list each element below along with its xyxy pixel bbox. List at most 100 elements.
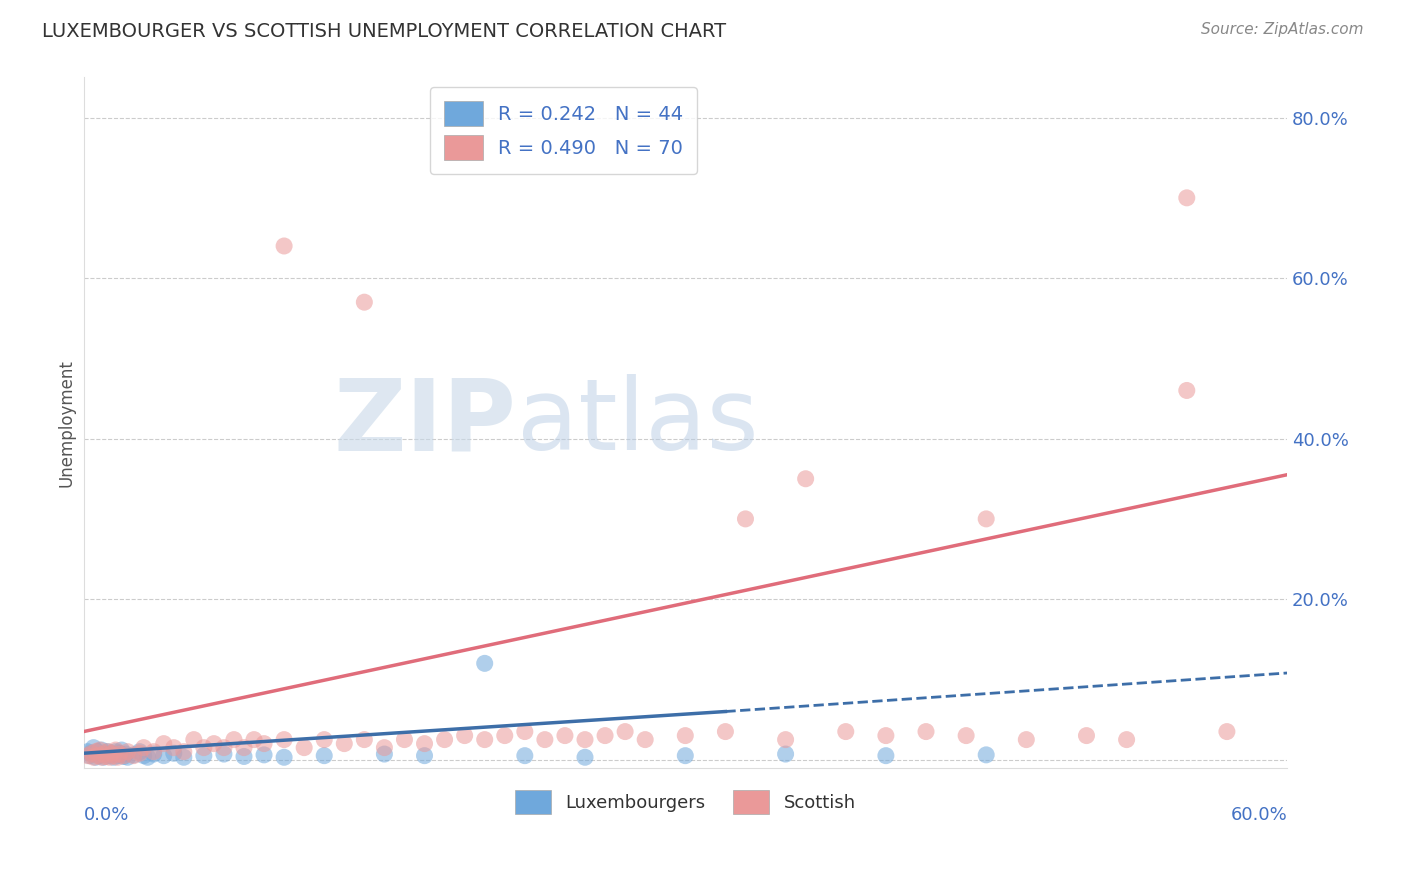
Point [253, 747, 276, 762]
Text: LUXEMBOURGER VS SCOTTISH UNEMPLOYMENT CORRELATION CHART: LUXEMBOURGER VS SCOTTISH UNEMPLOYMENT CO… [42, 22, 727, 41]
Point [193, 748, 215, 763]
Point [513, 724, 536, 739]
Point [875, 729, 897, 743]
Point [117, 745, 139, 759]
Point [875, 748, 897, 763]
Point [98, 748, 121, 763]
Point [94, 747, 117, 761]
Point [474, 657, 496, 671]
Point [89, 748, 111, 763]
Point [513, 748, 536, 763]
Point [173, 750, 195, 764]
Point [593, 729, 616, 743]
Point [83, 740, 105, 755]
Point [76, 745, 98, 759]
Point [574, 732, 596, 747]
Point [273, 732, 295, 747]
Point [212, 740, 235, 755]
Point [104, 745, 127, 759]
Point [453, 729, 475, 743]
Point [163, 746, 186, 760]
Legend: Luxembourgers, Scottish: Luxembourgers, Scottish [508, 783, 863, 821]
Point [233, 740, 256, 755]
Point [108, 747, 131, 761]
Point [202, 737, 225, 751]
Point [94, 749, 117, 764]
Point [80, 746, 103, 760]
Text: atlas: atlas [517, 374, 758, 471]
Point [673, 748, 696, 763]
Point [212, 747, 235, 761]
Point [76, 748, 98, 763]
Point [353, 732, 375, 747]
Text: 0.0%: 0.0% [83, 805, 129, 823]
Point [103, 748, 125, 763]
Point [152, 737, 174, 751]
Point [111, 743, 134, 757]
Point [292, 740, 315, 755]
Point [775, 747, 797, 761]
Point [433, 732, 456, 747]
Point [955, 729, 977, 743]
Point [97, 745, 120, 759]
Point [112, 749, 135, 764]
Point [107, 750, 129, 764]
Point [734, 512, 756, 526]
Point [222, 732, 245, 747]
Point [314, 748, 336, 763]
Point [915, 724, 938, 739]
Y-axis label: Unemployment: Unemployment [58, 359, 75, 486]
Point [163, 740, 186, 755]
Point [974, 747, 997, 762]
Point [353, 295, 375, 310]
Point [253, 737, 276, 751]
Point [614, 724, 637, 739]
Point [394, 732, 416, 747]
Point [273, 239, 295, 253]
Text: ZIP: ZIP [333, 374, 517, 471]
Point [89, 743, 111, 757]
Point [132, 740, 155, 755]
Point [1175, 191, 1198, 205]
Point [86, 745, 108, 759]
Point [100, 746, 122, 760]
Point [554, 729, 576, 743]
Point [132, 748, 155, 763]
Point [103, 750, 125, 764]
Point [93, 747, 115, 761]
Point [775, 732, 797, 747]
Point [104, 743, 127, 757]
Point [673, 729, 696, 743]
Point [122, 748, 145, 763]
Point [84, 750, 107, 764]
Point [243, 732, 266, 747]
Point [1216, 724, 1239, 739]
Text: 60.0%: 60.0% [1230, 805, 1286, 823]
Point [413, 737, 436, 751]
Point [152, 748, 174, 763]
Point [574, 750, 596, 764]
Point [1115, 732, 1137, 747]
Point [1076, 729, 1098, 743]
Point [794, 472, 817, 486]
Point [117, 750, 139, 764]
Point [98, 750, 121, 764]
Point [79, 748, 101, 763]
Point [107, 748, 129, 763]
Point [835, 724, 858, 739]
Point [193, 740, 215, 755]
Point [86, 748, 108, 763]
Point [90, 743, 112, 757]
Point [100, 746, 122, 760]
Point [714, 724, 737, 739]
Point [136, 750, 159, 764]
Point [1175, 384, 1198, 398]
Point [84, 745, 107, 759]
Point [83, 750, 105, 764]
Point [1015, 732, 1038, 747]
Point [233, 749, 256, 764]
Point [634, 732, 657, 747]
Point [80, 746, 103, 760]
Point [314, 732, 336, 747]
Point [494, 729, 516, 743]
